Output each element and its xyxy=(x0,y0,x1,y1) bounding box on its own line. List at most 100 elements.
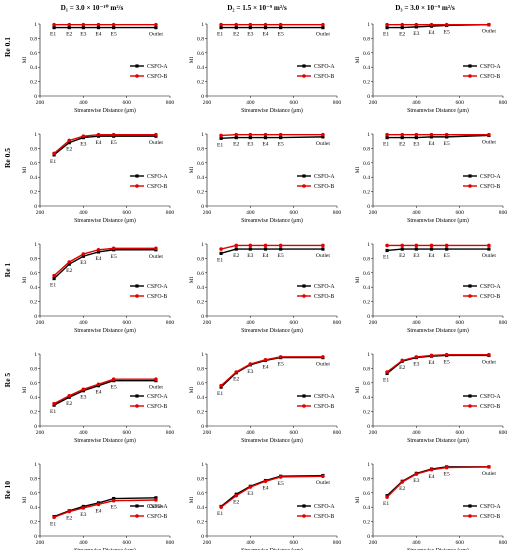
y-tick-label: 0.2 xyxy=(197,80,204,86)
chart-panel-r0-c2: 0 0.2 0.4 0.6 0.8 1 200 400 600 800 Streamwise Dis… xyxy=(355,22,507,114)
legend-label-csfo-b: CSFO-B xyxy=(480,404,500,410)
point-label: E5 xyxy=(444,253,450,259)
x-tick-label: 800 xyxy=(333,100,342,106)
x-axis-label: Streamwise Distance (μm) xyxy=(407,217,469,224)
data-point-csfo-b xyxy=(248,243,253,248)
data-point-csfo-b xyxy=(234,132,239,137)
series-line-csfo-b xyxy=(53,247,156,277)
data-point-csfo-a xyxy=(321,26,325,30)
data-point-csfo-b xyxy=(248,362,253,366)
legend-label-csfo-b: CSFO-B xyxy=(147,74,167,80)
point-label: E2 xyxy=(399,142,405,148)
legend-marker-csfo-a xyxy=(302,64,306,68)
y-tick-label: 0.6 xyxy=(197,491,204,497)
point-label: E5 xyxy=(278,362,284,368)
y-axis-label: MI xyxy=(189,167,195,174)
y-tick-label: 0.4 xyxy=(363,285,370,291)
point-label: E4 xyxy=(428,474,434,480)
data-point-csfo-b xyxy=(67,393,72,398)
y-tick-label: 0 xyxy=(201,204,204,210)
y-tick-label: 1 xyxy=(34,22,37,28)
data-point-csfo-b xyxy=(67,22,72,27)
legend-label-csfo-a: CSFO-A xyxy=(480,504,501,510)
point-label: E3 xyxy=(413,31,419,37)
point-label: E3 xyxy=(80,395,86,401)
data-point-csfo-a xyxy=(385,136,389,140)
legend-label-csfo-a: CSFO-A xyxy=(314,174,335,180)
legend-label-csfo-a: CSFO-A xyxy=(147,64,168,70)
data-point-csfo-b xyxy=(400,22,405,27)
point-label: E3 xyxy=(80,32,86,38)
y-tick-label: 0.2 xyxy=(197,520,204,526)
point-label: E3 xyxy=(247,491,253,497)
data-point-csfo-b xyxy=(81,134,86,138)
data-point-csfo-b xyxy=(487,132,491,137)
data-point-csfo-b xyxy=(96,22,101,27)
x-axis-label: Streamwise Distance (μm) xyxy=(241,437,303,444)
point-label: Outlet xyxy=(482,471,496,477)
y-tick-label: 0.2 xyxy=(30,300,37,306)
point-label: Outlet xyxy=(149,32,163,38)
y-tick-label: 0.2 xyxy=(363,300,370,306)
y-axis-label: MI xyxy=(355,277,361,284)
data-point-csfo-a xyxy=(248,136,252,140)
data-point-csfo-a xyxy=(234,26,238,30)
y-tick-label: 1 xyxy=(201,462,204,468)
x-tick-label: 600 xyxy=(289,430,298,436)
legend-marker-csfo-b xyxy=(468,184,472,188)
y-tick-label: 0.2 xyxy=(197,410,204,416)
y-tick-label: 1 xyxy=(34,242,37,248)
data-point-csfo-a xyxy=(154,496,158,500)
x-tick-label: 200 xyxy=(203,540,212,546)
y-tick-label: 0.6 xyxy=(363,271,370,277)
point-label: E4 xyxy=(95,390,101,396)
legend-label-csfo-a: CSFO-A xyxy=(147,174,168,180)
data-point-csfo-b xyxy=(414,243,419,248)
y-tick-label: 0.4 xyxy=(363,505,370,511)
point-label: E4 xyxy=(262,485,268,491)
y-tick-label: 0 xyxy=(201,314,204,320)
series-line-csfo-b xyxy=(53,134,156,154)
legend-marker-csfo-b xyxy=(468,74,472,78)
y-tick-label: 0 xyxy=(201,424,204,430)
chart-panel-r2-c0: 0 0.2 0.4 0.6 0.8 1 200 400 600 800 Streamwise Dis… xyxy=(22,242,174,334)
legend-marker-csfo-b xyxy=(468,294,472,298)
y-tick-label: 0 xyxy=(367,204,370,210)
data-point-csfo-a xyxy=(67,26,71,30)
x-tick-label: 600 xyxy=(289,100,298,106)
series-line-csfo-b xyxy=(386,354,489,373)
point-label: Outlet xyxy=(316,480,330,486)
column-title-d1: D₁ = 3.0 × 10⁻¹⁰ m²/s xyxy=(61,4,124,12)
legend-marker-csfo-b xyxy=(135,184,139,188)
y-tick-label: 0 xyxy=(201,94,204,100)
y-tick-label: 0.6 xyxy=(30,491,37,497)
data-point-csfo-b xyxy=(414,472,419,476)
point-label: E2 xyxy=(233,500,239,506)
y-axis-label: MI xyxy=(189,387,195,394)
chart-panel-r1-c2: 0 0.2 0.4 0.6 0.8 1 200 400 600 800 Streamwise Dis… xyxy=(355,132,507,224)
x-tick-label: 400 xyxy=(246,430,255,436)
row-label-re-10: Re 10 xyxy=(3,481,12,499)
y-tick-label: 0.4 xyxy=(197,65,204,71)
y-axis-label: MI xyxy=(355,497,361,504)
legend-marker-csfo-a xyxy=(135,284,139,288)
point-label: E3 xyxy=(247,369,253,375)
data-point-csfo-a xyxy=(263,136,268,140)
point-label: E1 xyxy=(383,32,389,38)
point-label: E2 xyxy=(233,142,239,148)
x-tick-label: 200 xyxy=(203,210,212,216)
legend-marker-csfo-b xyxy=(135,294,139,298)
data-point-csfo-b xyxy=(414,355,419,359)
data-point-csfo-a xyxy=(279,136,283,140)
x-axis-label: Streamwise Distance (μm) xyxy=(407,437,469,444)
y-tick-label: 1 xyxy=(201,132,204,138)
data-point-csfo-b xyxy=(219,383,223,388)
data-point-csfo-a xyxy=(248,26,252,30)
point-label: E1 xyxy=(217,142,223,148)
data-point-csfo-b xyxy=(234,243,239,248)
data-point-csfo-a xyxy=(81,254,85,258)
data-point-csfo-b xyxy=(321,474,325,479)
data-point-csfo-a xyxy=(52,26,56,30)
y-tick-label: 0.4 xyxy=(363,175,370,181)
point-label: E4 xyxy=(428,30,434,36)
